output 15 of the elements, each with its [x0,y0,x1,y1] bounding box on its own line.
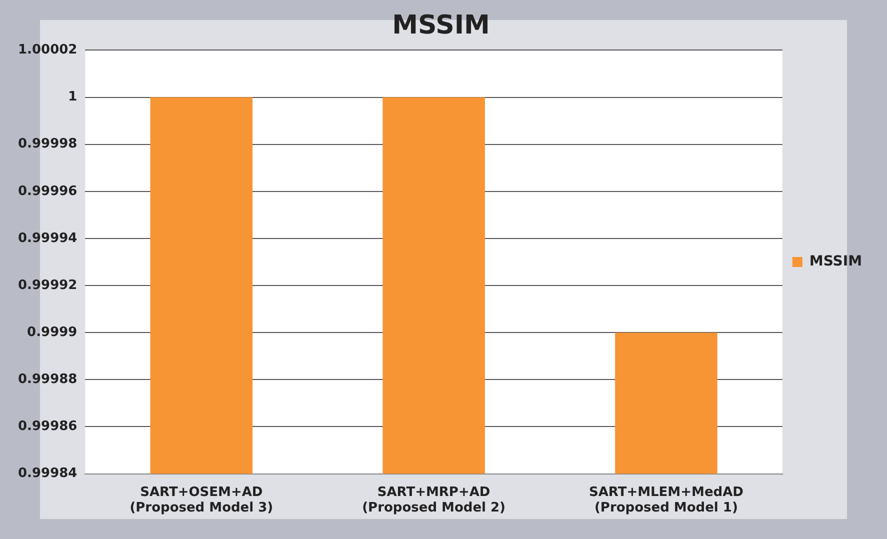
y-tick-label: 0.99996 [18,184,78,199]
y-tick-label: 1.00002 [18,42,78,58]
y-tick-label: 0.9999 [27,324,78,340]
x-tick-label: SART+OSEM+AD (Proposed Model 3) [130,484,274,516]
y-tick-label: 0.99992 [18,278,78,293]
y-tick-label: 1 [68,90,78,105]
chart-title: MSSIM [392,10,490,40]
y-tick-label: 0.99984 [18,466,78,482]
x-tick-label: SART+MLEM+MedAD (Proposed Model 1) [588,484,744,516]
x-tick-label: SART+MRP+AD (Proposed Model 2) [362,484,506,516]
y-tick-label: 0.99986 [18,419,78,434]
y-tick-label: 0.99998 [18,136,78,152]
legend-label: MSSIM [809,254,862,270]
y-tick-label: 0.99988 [18,372,78,388]
y-tick-label: 0.99994 [18,230,78,246]
